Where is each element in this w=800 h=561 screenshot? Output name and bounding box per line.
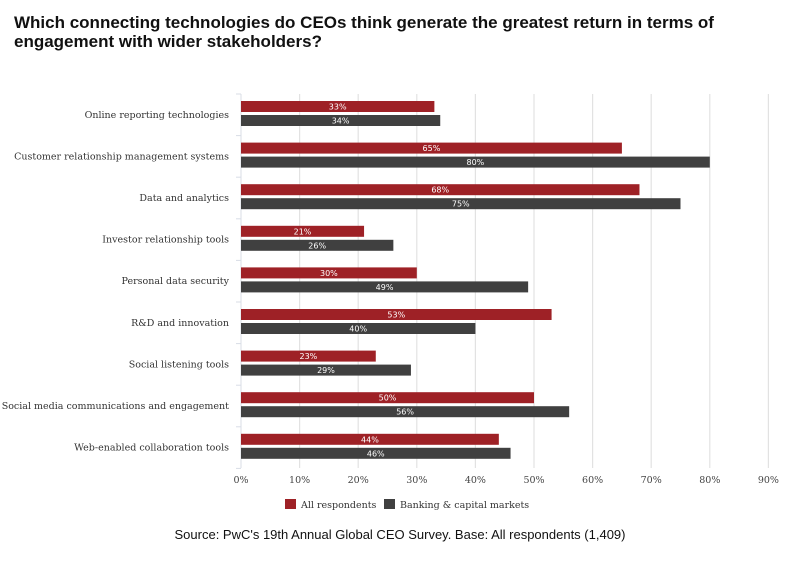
data-label: 80%	[467, 158, 485, 167]
data-label: 26%	[308, 241, 326, 250]
bar-banking-capital-markets	[241, 406, 570, 418]
legend-label: Banking & capital markets	[400, 500, 529, 511]
bar-banking-capital-markets	[241, 281, 529, 293]
category-label: Online reporting technologies	[85, 110, 230, 121]
bar-banking-capital-markets	[241, 115, 441, 126]
bar-all-respondents	[241, 225, 365, 237]
category-label: Customer relationship management systems	[14, 151, 229, 162]
data-label: 75%	[452, 200, 470, 209]
data-label: 49%	[376, 283, 394, 292]
data-label: 40%	[349, 325, 367, 334]
chart-title: Which connecting technologies do CEOs th…	[14, 13, 714, 51]
x-tick-label: 40%	[465, 475, 486, 486]
x-tick-label: 80%	[699, 475, 720, 486]
bar-chart: 0% 10% 20% 30% 40% 50% 60% 70% 80% 90% Online repo…	[2, 93, 779, 511]
category-label: Web-enabled collaboration tools	[74, 443, 229, 454]
category-label: Investor relationship tools	[102, 235, 229, 246]
bar-all-respondents	[241, 184, 640, 196]
x-tick-label: 0%	[233, 475, 248, 486]
data-label: 30%	[320, 269, 338, 278]
legend-swatch	[384, 499, 395, 509]
data-label: 34%	[332, 117, 350, 126]
bar-all-respondents	[241, 309, 552, 320]
x-tick-label: 10%	[289, 475, 310, 486]
category-label: Data and analytics	[139, 193, 229, 204]
data-label: 53%	[387, 311, 405, 320]
bar-banking-capital-markets	[241, 156, 710, 168]
category-label: Personal data security	[121, 276, 229, 287]
data-label: 23%	[299, 352, 317, 361]
data-label: 50%	[379, 394, 397, 403]
data-label: 29%	[317, 366, 335, 375]
bar-banking-capital-markets	[241, 198, 681, 210]
data-label: 44%	[361, 435, 379, 444]
x-tick-label: 50%	[523, 475, 544, 486]
bar-all-respondents	[241, 101, 435, 112]
x-tick-label: 90%	[758, 475, 779, 486]
data-label: 56%	[396, 408, 414, 417]
legend-label: All respondents	[300, 500, 377, 511]
category-label: R&D and innovation	[131, 318, 229, 329]
bar-all-respondents	[241, 267, 417, 279]
x-tick-label: 70%	[641, 475, 662, 486]
source-note: Source: PwC's 19th Annual Global CEO Sur…	[174, 527, 626, 542]
data-label: 68%	[431, 186, 449, 195]
data-label: 46%	[367, 449, 385, 458]
legend-swatch	[285, 499, 296, 509]
data-label: 21%	[294, 227, 312, 236]
x-tick-label: 30%	[406, 475, 427, 486]
bar-banking-capital-markets	[241, 364, 411, 376]
data-label: 65%	[423, 144, 441, 153]
x-tick-label: 20%	[348, 475, 369, 486]
x-tick-label: 60%	[582, 475, 603, 486]
category-label: Social media communications and engageme…	[2, 401, 229, 412]
bar-all-respondents	[241, 433, 499, 445]
bar-banking-capital-markets	[241, 239, 394, 251]
bar-all-respondents	[241, 350, 376, 362]
data-label: 33%	[329, 103, 347, 112]
bar-banking-capital-markets	[241, 323, 476, 334]
bar-all-respondents	[241, 142, 622, 154]
category-label: Social listening tools	[129, 359, 229, 370]
bar-banking-capital-markets	[241, 447, 511, 459]
bar-all-respondents	[241, 392, 534, 404]
